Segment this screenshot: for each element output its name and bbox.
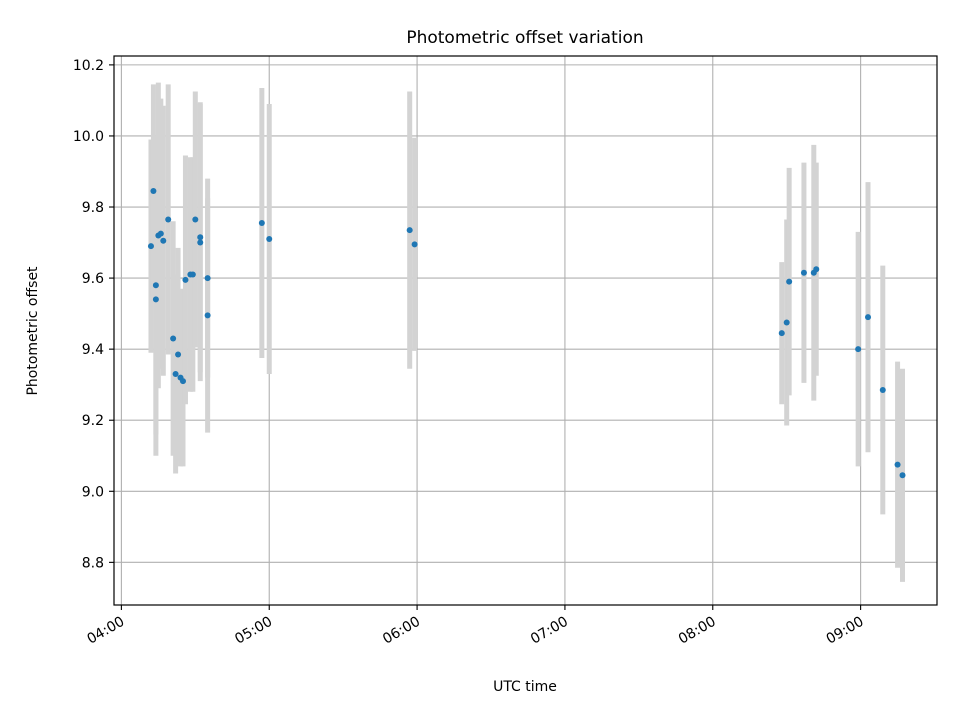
- data-point: [182, 276, 189, 283]
- y-tick-label: 9.2: [82, 413, 104, 429]
- data-point: [411, 241, 418, 248]
- x-axis-label: UTC time: [493, 679, 557, 695]
- data-point: [175, 351, 182, 358]
- x-tick-label: 09:00: [824, 614, 867, 648]
- x-tick-label: 04:00: [84, 614, 127, 648]
- x-axis-ticks: 04:00 05:00 06:00 07:00 08:00 09:00: [84, 605, 867, 648]
- data-point: [150, 188, 157, 195]
- x-tick-label: 07:00: [528, 614, 571, 648]
- data-point: [192, 216, 199, 223]
- data-point: [783, 319, 790, 326]
- data-point: [165, 216, 172, 223]
- data-point: [204, 312, 211, 319]
- data-point: [197, 239, 204, 246]
- data-point: [204, 275, 211, 282]
- data-point: [899, 472, 906, 479]
- data-point: [152, 296, 159, 303]
- y-tick-label: 9.8: [82, 200, 104, 216]
- data-point: [778, 330, 785, 337]
- x-tick-label: 05:00: [232, 614, 275, 648]
- data-point: [786, 278, 793, 285]
- data-point: [258, 220, 265, 227]
- data-point: [800, 269, 807, 276]
- data-point: [157, 230, 164, 237]
- data-point: [894, 461, 901, 468]
- data-point: [170, 335, 177, 342]
- x-tick-label: 08:00: [676, 614, 719, 648]
- y-tick-label: 10.2: [73, 58, 104, 74]
- data-point: [879, 387, 886, 394]
- data-point: [179, 378, 186, 385]
- data-point: [813, 266, 820, 273]
- chart-title: Photometric offset variation: [406, 28, 643, 48]
- y-tick-label: 10.0: [73, 129, 104, 145]
- data-point: [147, 243, 154, 250]
- y-axis-label: Photometric offset: [25, 266, 41, 396]
- x-tick-label: 06:00: [380, 614, 423, 648]
- data-point: [152, 282, 159, 289]
- data-point: [160, 237, 167, 244]
- y-tick-label: 9.4: [82, 342, 104, 358]
- plot-frame: [113, 55, 938, 606]
- data-point: [865, 314, 872, 321]
- data-point: [189, 271, 196, 278]
- data-point: [406, 227, 413, 234]
- error-bars: [148, 82, 906, 582]
- y-tick-label: 8.8: [82, 555, 104, 571]
- data-point: [266, 236, 273, 242]
- y-tick-label: 9.0: [82, 484, 104, 500]
- y-axis-ticks: 8.8 9.0 9.2 9.4 9.6 9.8 10.0 10.2: [73, 58, 114, 571]
- y-tick-label: 9.6: [82, 271, 104, 287]
- data-points: [147, 188, 906, 479]
- data-point: [172, 371, 179, 378]
- data-point: [855, 346, 862, 353]
- data-point: [197, 234, 204, 241]
